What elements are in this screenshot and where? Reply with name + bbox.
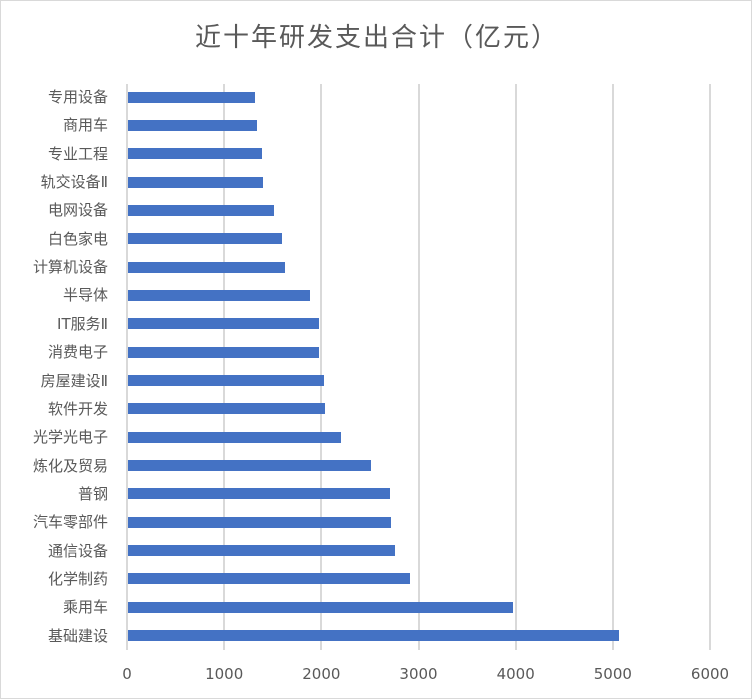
bar: [128, 289, 310, 301]
y-category-label: 专用设备: [47, 88, 108, 106]
gridline: [611, 84, 614, 650]
bar: [128, 601, 513, 613]
bar: [128, 91, 255, 103]
y-category-label: 通信设备: [47, 541, 108, 560]
bar: [128, 204, 274, 216]
bar: [128, 233, 282, 245]
bar: [128, 119, 258, 131]
y-category-label: 化学制药: [47, 569, 108, 588]
y-category-label: 炼化及贸易: [32, 456, 108, 475]
bar: [128, 545, 395, 557]
x-tick-label: 1000: [205, 665, 244, 683]
y-category-label: 商用车: [62, 116, 108, 135]
bar: [128, 176, 264, 188]
bar: [128, 573, 410, 585]
x-tick-label: 4000: [496, 665, 535, 683]
gridline: [320, 84, 323, 650]
gridline: [126, 84, 128, 650]
y-category-label: 半导体: [62, 286, 108, 305]
x-tick-label: 0: [122, 665, 132, 683]
x-tick-label: 2000: [302, 665, 341, 683]
y-category-label: 软件开发: [47, 399, 108, 418]
y-category-label: 普钢: [77, 484, 108, 503]
bar: [128, 403, 325, 415]
y-category-label: 白色家电: [47, 229, 108, 248]
plot-area: [126, 84, 711, 650]
bar: [128, 431, 341, 443]
y-category-label: 专业工程: [47, 144, 108, 163]
gridline: [709, 84, 711, 650]
chart-title: 近十年研发支出合计（亿元）: [194, 23, 559, 53]
y-category-label: 计算机设备: [32, 258, 108, 277]
x-tick-label: 6000: [690, 665, 730, 683]
y-category-label: 乘用车: [62, 598, 108, 617]
y-category-label: IT服务Ⅱ: [57, 314, 108, 333]
x-tick-label: 5000: [593, 665, 632, 683]
bar: [128, 516, 391, 528]
bar: [128, 318, 319, 330]
y-category-label: 房屋建设Ⅱ: [40, 371, 108, 390]
y-category-label: 消费电子: [47, 343, 108, 362]
bar: [128, 375, 324, 386]
y-category-label: 汽车零部件: [32, 513, 108, 532]
x-tick-label: 3000: [399, 665, 438, 683]
bar: [128, 488, 390, 500]
y-category-label: 基础建设: [47, 626, 108, 645]
gridline: [223, 84, 226, 650]
y-category-label: 轨交设备Ⅱ: [40, 173, 108, 192]
bar: [128, 148, 263, 160]
gridline: [417, 84, 420, 650]
y-category-label: 电网设备: [47, 201, 108, 220]
y-category-label: 光学光电子: [32, 428, 108, 447]
gridline: [514, 84, 517, 650]
bar: [128, 346, 319, 358]
bar: [128, 630, 619, 642]
bar: [128, 460, 371, 472]
bar: [128, 261, 285, 273]
